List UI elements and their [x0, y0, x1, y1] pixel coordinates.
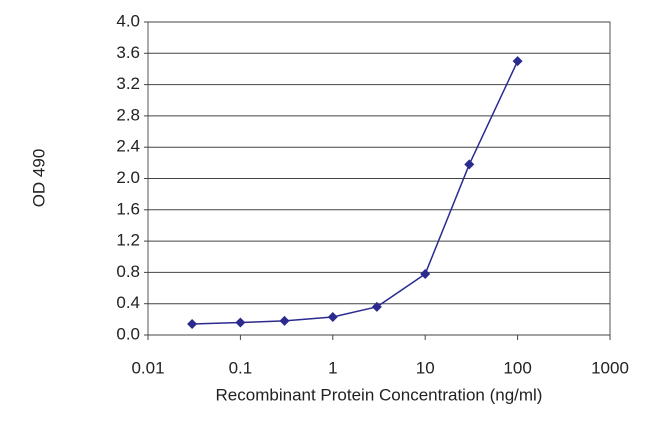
y-tick-label: 0.4 [116, 293, 140, 312]
y-tick-label: 1.6 [116, 199, 140, 218]
y-tick-label: 2.4 [116, 137, 140, 156]
data-point [420, 268, 431, 279]
x-tick-label: 100 [503, 358, 531, 377]
x-axis-label: Recombinant Protein Concentration (ng/ml… [216, 385, 543, 404]
y-tick-label: 0.8 [116, 262, 140, 281]
x-tick-label: 0.01 [131, 358, 164, 377]
y-axis-label: OD 490 [29, 149, 48, 208]
data-point [464, 159, 475, 170]
y-tick-label: 2.0 [116, 168, 140, 187]
y-tick-label: 1.2 [116, 231, 140, 250]
y-tick-label: 0.0 [116, 324, 140, 343]
data-point [279, 315, 290, 326]
data-point [235, 317, 246, 328]
y-tick-label: 3.2 [116, 74, 140, 93]
y-tick-label: 4.0 [116, 11, 140, 30]
data-point [512, 56, 523, 67]
y-tick-label: 3.6 [116, 43, 140, 62]
y-tick-label: 2.8 [116, 105, 140, 124]
x-tick-label: 1 [328, 358, 337, 377]
data-point [371, 301, 382, 312]
x-tick-label: 1000 [591, 358, 629, 377]
data-point [327, 312, 338, 323]
data-point [187, 319, 198, 330]
x-tick-label: 0.1 [229, 358, 253, 377]
x-tick-label: 10 [416, 358, 435, 377]
data-line [192, 60, 519, 325]
